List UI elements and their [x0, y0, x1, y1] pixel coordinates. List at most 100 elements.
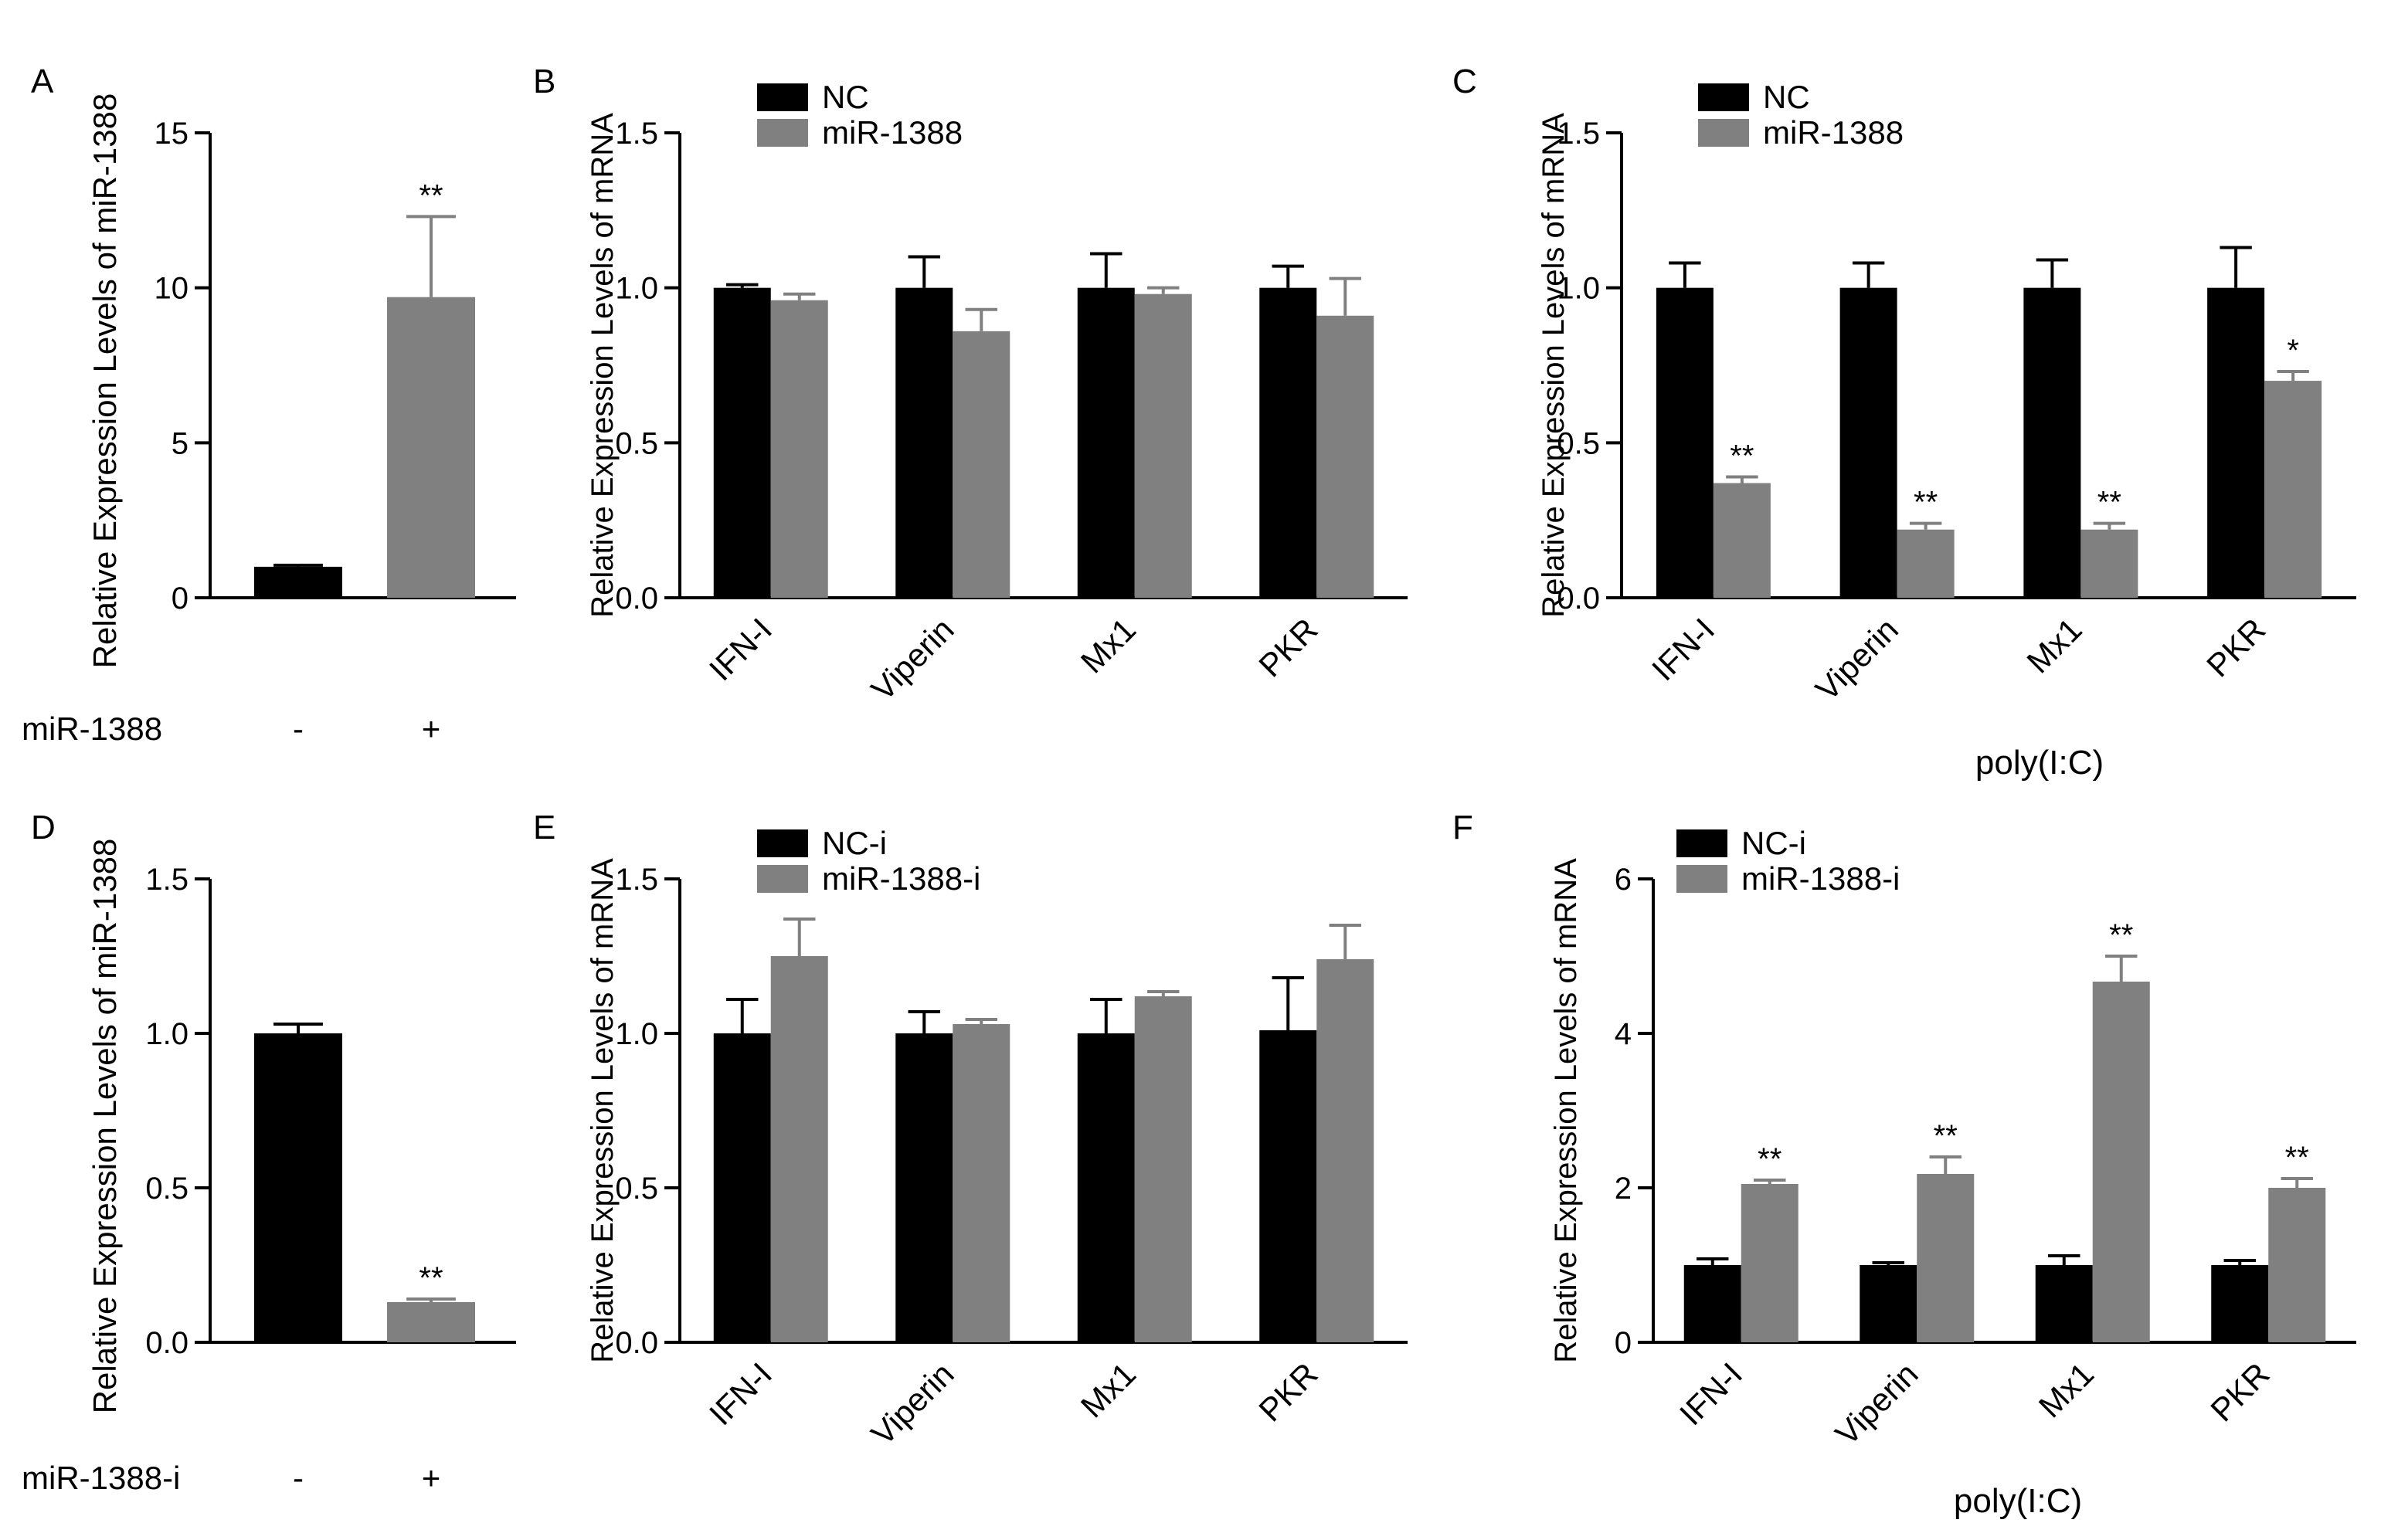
- bar: [1656, 287, 1714, 598]
- y-tick-label: 10: [155, 272, 189, 306]
- bar: [713, 287, 771, 598]
- y-tick-label: 1.0: [615, 272, 658, 306]
- bar: [1860, 1265, 1917, 1342]
- panel-a: A 0 5 10 15 Relative Expression Levels of miR…: [22, 63, 516, 747]
- significance-marker: **: [419, 178, 443, 212]
- y-tick-label: 15: [155, 117, 189, 151]
- bar: [2080, 529, 2138, 598]
- bar: [2264, 381, 2322, 598]
- panel-letter: D: [31, 809, 56, 846]
- bar: [2035, 1265, 2093, 1342]
- bar: [2092, 982, 2150, 1342]
- legend-swatch: [757, 865, 808, 893]
- x-axis-label: poly(I:C): [1954, 1482, 2082, 1520]
- significance-marker: **: [419, 1261, 443, 1295]
- bar: [387, 1302, 475, 1342]
- y-tick-label: 0: [1615, 1326, 1632, 1360]
- x-category-label: +: [422, 1460, 441, 1496]
- bar: [770, 300, 828, 598]
- panel-letter: C: [1452, 63, 1477, 100]
- y-tick-label: 0.0: [615, 582, 658, 616]
- legend-label: miR-1388-i: [822, 860, 980, 897]
- x-category-label: Viperin: [864, 1355, 960, 1452]
- legend-label: NC-i: [1741, 825, 1806, 861]
- y-tick-label: 1.0: [145, 1017, 189, 1051]
- y-tick-label: 0.0: [145, 1326, 189, 1360]
- panel-letter: A: [31, 63, 54, 100]
- legend-swatch: [1676, 865, 1727, 893]
- significance-marker: **: [2109, 918, 2133, 952]
- bar: [713, 1033, 771, 1342]
- bar: [1134, 996, 1192, 1342]
- legend-swatch: [757, 83, 808, 111]
- x-category-label: Viperin: [864, 611, 960, 707]
- y-tick-label: 1.0: [1557, 272, 1600, 306]
- row-condition-label: miR-1388-i: [22, 1460, 180, 1496]
- y-tick-label: 0.5: [615, 426, 658, 460]
- x-category-label: Mx1: [1074, 1355, 1143, 1424]
- bar: [1316, 959, 1374, 1342]
- y-tick-label: 0.5: [1557, 426, 1600, 460]
- significance-marker: **: [1730, 439, 1754, 473]
- bar: [1134, 293, 1192, 598]
- bar: [254, 566, 342, 598]
- y-tick-label: 0.5: [145, 1172, 189, 1206]
- y-axis-label: Relative Expression Levels of mRNA: [586, 858, 620, 1363]
- legend-label: miR-1388: [822, 114, 963, 151]
- x-category-label: PKR: [2199, 611, 2272, 684]
- bar: [1316, 315, 1374, 598]
- y-tick-label: 2: [1615, 1172, 1632, 1206]
- y-tick-label: 0.5: [615, 1172, 658, 1206]
- panel-letter: B: [533, 63, 555, 100]
- bar: [1713, 483, 1771, 598]
- x-category-label: IFN-I: [702, 1355, 779, 1432]
- y-axis-label: Relative Expression Levels of mRNA: [1549, 858, 1583, 1363]
- x-category-label: IFN-I: [1645, 611, 1721, 687]
- x-category-label: Viperin: [1828, 1355, 1924, 1452]
- y-tick-label: 5: [172, 426, 189, 460]
- significance-marker: **: [1934, 1119, 1958, 1153]
- x-category-label: Mx1: [2032, 1355, 2101, 1424]
- x-category-label: Mx1: [2019, 611, 2088, 680]
- y-tick-label: 0: [172, 582, 189, 616]
- y-tick-label: 1.5: [1557, 117, 1600, 151]
- y-tick-label: 0.0: [615, 1326, 658, 1360]
- legend-swatch: [757, 119, 808, 147]
- y-tick-label: 4: [1615, 1017, 1632, 1051]
- x-category-label: PKR: [1252, 611, 1324, 684]
- x-category-label: PKR: [2203, 1355, 2276, 1428]
- bar: [770, 956, 828, 1342]
- x-category-label: Viperin: [1809, 611, 1905, 707]
- y-tick-label: 0.0: [1557, 582, 1600, 616]
- significance-marker: **: [2097, 486, 2121, 520]
- legend-label: NC: [1763, 79, 1810, 115]
- x-category-label: -: [293, 711, 304, 747]
- bar: [2211, 1265, 2269, 1342]
- x-category-label: IFN-I: [702, 611, 779, 687]
- panel-letter: E: [533, 809, 555, 846]
- bar: [2023, 287, 2081, 598]
- row-condition-label: miR-1388: [22, 711, 162, 747]
- bar: [953, 331, 1010, 598]
- bar: [895, 1033, 953, 1342]
- bar: [387, 297, 475, 598]
- bar: [1741, 1184, 1798, 1342]
- legend-label: miR-1388-i: [1741, 860, 1900, 897]
- panel-d: D 0.0 0.5 1.0 1.5 Relative Expression Levels …: [22, 809, 516, 1496]
- bar: [895, 287, 953, 598]
- bar: [1917, 1174, 1975, 1342]
- y-axis-label: Relative Expression Levels of mRNA: [1537, 113, 1571, 618]
- bar: [1683, 1265, 1741, 1342]
- bar: [254, 1033, 342, 1342]
- bar: [1259, 287, 1317, 598]
- x-category-label: -: [293, 1460, 304, 1496]
- bar: [1897, 529, 1955, 598]
- y-tick-label: 1.5: [615, 863, 658, 897]
- significance-marker: **: [1758, 1142, 1782, 1176]
- significance-marker: **: [2285, 1141, 2309, 1175]
- y-tick-label: 6: [1615, 863, 1632, 897]
